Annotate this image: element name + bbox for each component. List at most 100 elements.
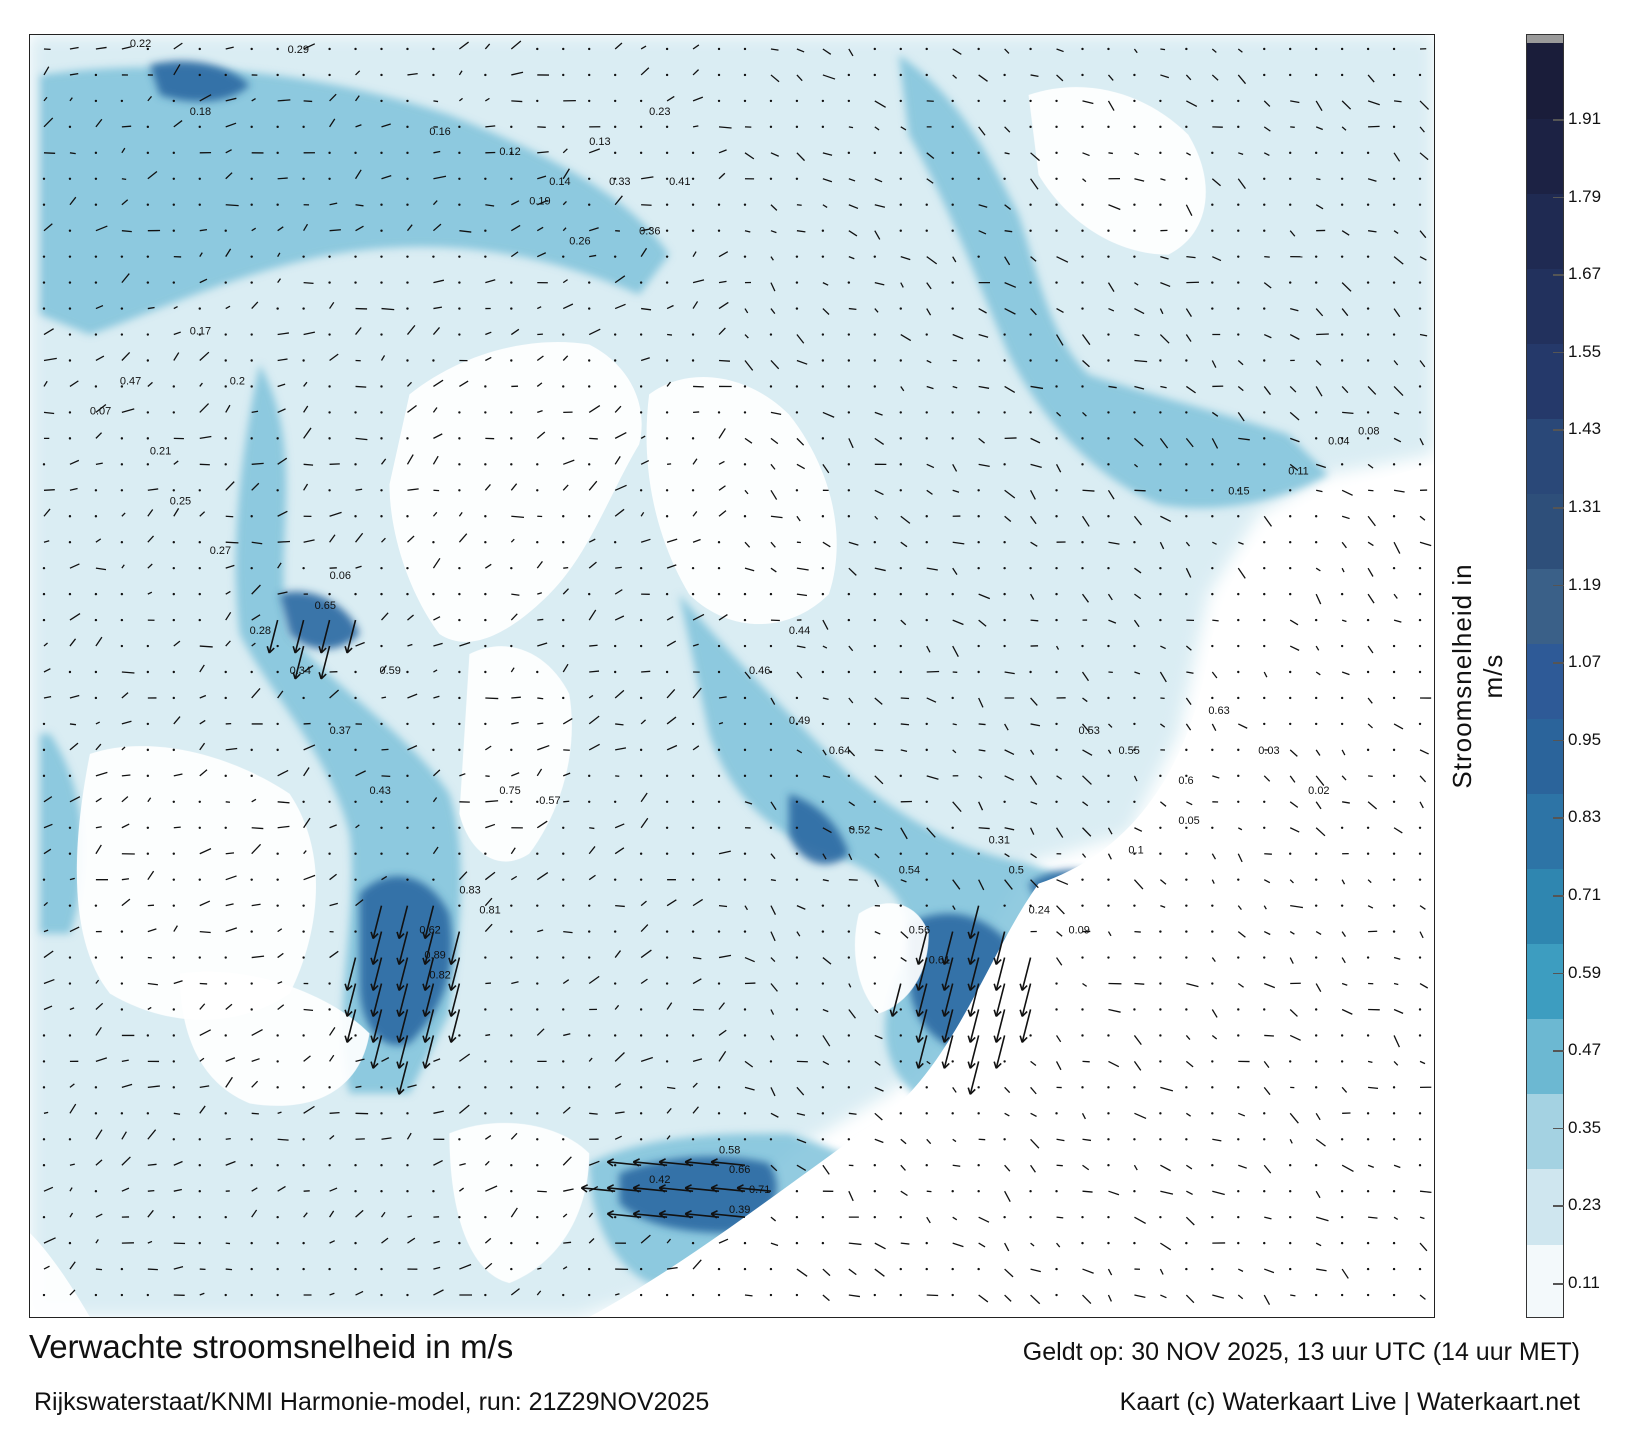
calm-dot xyxy=(510,1241,513,1245)
calm-dot xyxy=(1237,489,1240,492)
current-arrow xyxy=(1160,1086,1174,1092)
calm-dot xyxy=(250,774,253,778)
current-arrow xyxy=(1367,463,1374,469)
calm-dot xyxy=(1392,1241,1396,1245)
calm-dot xyxy=(42,1293,46,1297)
calm-dot xyxy=(691,1241,695,1245)
calm-dot xyxy=(94,73,98,77)
calm-dot xyxy=(458,852,461,855)
current-arrow xyxy=(562,663,569,673)
current-arrow xyxy=(1211,723,1217,731)
current-arrow xyxy=(95,1129,103,1140)
current-arrow xyxy=(1030,385,1044,390)
current-arrow xyxy=(770,1035,775,1041)
current-arrow xyxy=(69,1212,74,1218)
current-arrow xyxy=(926,489,933,495)
calm-dot xyxy=(691,878,695,881)
current-arrow xyxy=(510,538,515,543)
calm-dot xyxy=(1055,177,1058,180)
current-arrow xyxy=(199,1085,210,1088)
current-arrow xyxy=(199,848,212,855)
calm-dot xyxy=(1340,722,1344,726)
calm-dot xyxy=(1418,73,1422,77)
current-arrow xyxy=(1081,334,1091,346)
current-arrow xyxy=(692,96,704,102)
current-arrow xyxy=(1055,464,1062,473)
calm-dot xyxy=(769,1060,773,1063)
calm-dot xyxy=(1185,826,1188,829)
current-arrow xyxy=(1315,360,1322,366)
calm-dot xyxy=(1081,229,1084,232)
calm-dot xyxy=(795,1034,799,1037)
current-arrow xyxy=(978,723,986,726)
calm-dot xyxy=(1314,722,1318,726)
current-arrow xyxy=(43,848,52,855)
calm-dot xyxy=(1289,489,1292,492)
current-arrow xyxy=(1289,957,1294,964)
current-arrow xyxy=(277,825,290,829)
current-arrow xyxy=(510,667,515,673)
calm-dot xyxy=(94,1086,98,1089)
calm-dot xyxy=(94,1189,98,1193)
calm-dot xyxy=(406,800,409,804)
colorbar-tick-mark xyxy=(1553,1127,1564,1130)
calm-dot xyxy=(354,852,357,855)
calm-dot xyxy=(977,255,980,258)
current-arrow xyxy=(796,1164,807,1172)
current-arrow xyxy=(614,431,627,439)
current-arrow xyxy=(1315,1112,1321,1121)
current-arrow xyxy=(1237,567,1246,579)
current-arrow xyxy=(537,1267,542,1270)
calm-dot xyxy=(1029,670,1032,674)
calm-dot xyxy=(769,1293,773,1297)
calm-dot xyxy=(458,307,461,310)
calm-dot xyxy=(1029,47,1032,51)
calm-dot xyxy=(873,956,876,959)
current-arrow xyxy=(770,308,776,315)
current-arrow xyxy=(1315,645,1320,651)
calm-dot xyxy=(120,1293,124,1297)
calm-dot xyxy=(172,1086,175,1089)
calm-dot xyxy=(380,515,383,518)
calm-dot xyxy=(925,592,928,596)
current-arrow xyxy=(1341,230,1350,236)
current-arrow xyxy=(874,775,884,785)
calm-dot xyxy=(1289,592,1292,596)
current-arrow xyxy=(43,117,54,128)
current-arrow xyxy=(1263,1061,1270,1069)
calm-dot xyxy=(68,956,72,959)
current-arrow xyxy=(381,748,389,751)
calm-dot xyxy=(1133,800,1136,804)
current-arrow xyxy=(95,432,103,439)
calm-dot xyxy=(821,1241,825,1245)
calm-dot xyxy=(1340,1215,1344,1219)
current-arrow xyxy=(978,308,987,314)
current-arrow xyxy=(1211,957,1216,962)
calm-dot xyxy=(769,1267,773,1271)
current-arrow xyxy=(1211,1034,1218,1040)
current-arrow xyxy=(381,1057,390,1062)
current-arrow xyxy=(952,385,958,389)
calm-dot xyxy=(1289,670,1292,674)
calm-dot xyxy=(354,800,357,804)
calm-dot xyxy=(510,463,513,466)
current-speed-map[interactable]: 0.22 0.29 0.18 0.16 0.12 0.14 0.13 0.23 0.19 0.26… xyxy=(29,34,1435,1318)
calm-dot xyxy=(1211,696,1214,700)
current-arrow xyxy=(225,1137,231,1140)
calm-dot xyxy=(1289,203,1292,206)
current-arrow xyxy=(303,483,309,491)
calm-dot xyxy=(795,774,799,778)
calm-dot xyxy=(1392,930,1396,933)
calm-dot xyxy=(1211,515,1214,518)
calm-dot xyxy=(1366,618,1370,622)
current-arrow xyxy=(1159,308,1164,315)
current-arrow xyxy=(510,328,520,336)
current-arrow xyxy=(969,1061,980,1095)
current-arrow xyxy=(874,1060,881,1066)
colorbar-segment xyxy=(1527,118,1563,194)
current-arrow xyxy=(641,307,652,311)
calm-dot xyxy=(1029,229,1032,232)
current-arrow xyxy=(692,458,698,465)
calm-dot xyxy=(406,1112,409,1115)
current-arrow xyxy=(406,324,416,335)
